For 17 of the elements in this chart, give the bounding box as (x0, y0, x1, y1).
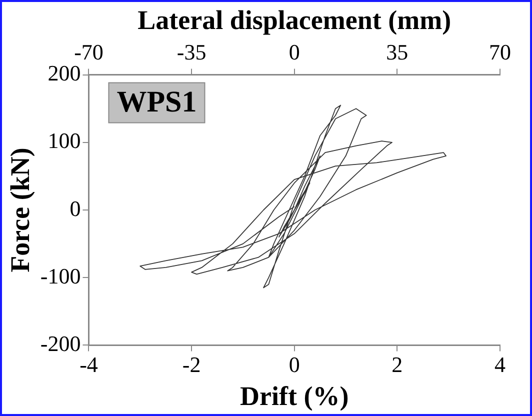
y-tick-label: -200 (40, 330, 81, 356)
x-tick-label: 2 (392, 352, 403, 378)
annotation: WPS1 (116, 86, 197, 119)
x-tick-label: -4 (80, 352, 98, 378)
x2-axis-title: Lateral displacement (mm) (138, 5, 452, 36)
y-tick-label: 0 (70, 196, 81, 221)
x2-tick-label: 35 (386, 39, 408, 64)
x2-tick-label: 0 (288, 39, 300, 64)
x2-tick-label: -35 (176, 39, 206, 64)
x2-tick-label: 70 (489, 39, 511, 64)
x-tick-label: 0 (288, 352, 300, 378)
y-axis-title: Force (kN) (5, 148, 36, 272)
y-tick-label: 100 (48, 128, 81, 154)
x-axis-title: Drift (%) (240, 380, 349, 411)
y-tick-label: -100 (40, 263, 81, 288)
x-tick-label: -2 (182, 352, 201, 378)
x-tick-label: 4 (494, 352, 506, 378)
